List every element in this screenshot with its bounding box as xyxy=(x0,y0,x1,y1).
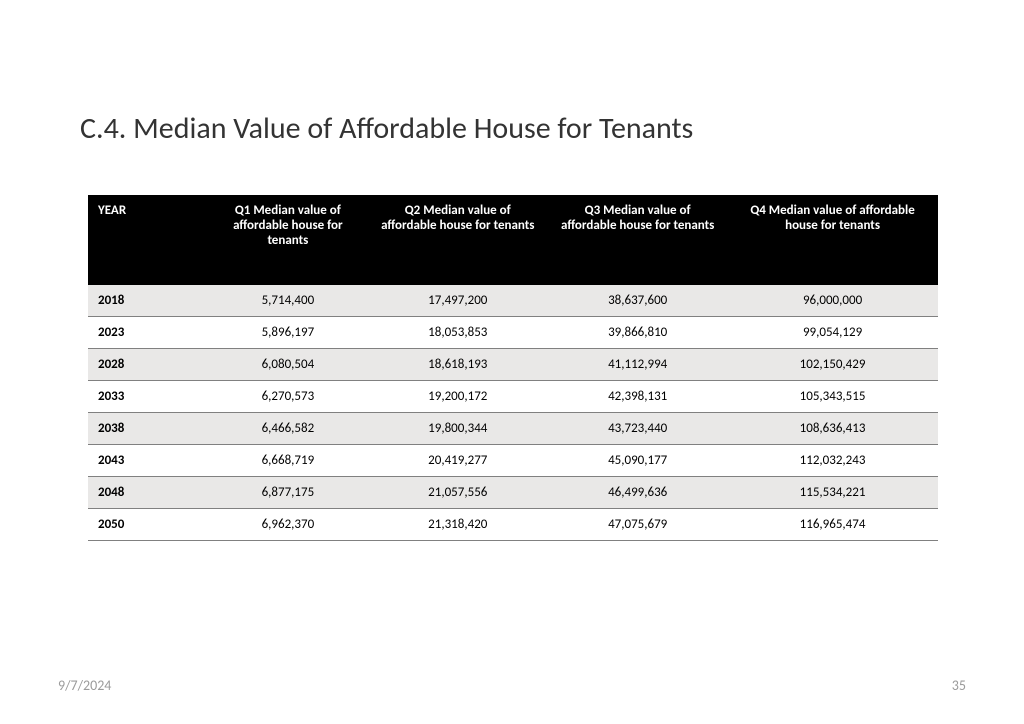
table-body: 2018 5,714,400 17,497,200 38,637,600 96,… xyxy=(88,285,938,541)
cell-q4: 99,054,129 xyxy=(728,317,938,349)
cell-q3: 43,723,440 xyxy=(548,413,728,445)
col-year: YEAR xyxy=(88,195,208,285)
table-row: 2050 6,962,370 21,318,420 47,075,679 116… xyxy=(88,509,938,541)
cell-year: 2038 xyxy=(88,413,208,445)
median-value-table: YEAR Q1 Median value of affordable house… xyxy=(88,195,938,541)
cell-q3: 46,499,636 xyxy=(548,477,728,509)
cell-q4: 96,000,000 xyxy=(728,285,938,317)
cell-q3: 41,112,994 xyxy=(548,349,728,381)
cell-q2: 18,618,193 xyxy=(368,349,548,381)
cell-q1: 5,896,197 xyxy=(208,317,368,349)
cell-q3: 47,075,679 xyxy=(548,509,728,541)
cell-q1: 6,668,719 xyxy=(208,445,368,477)
cell-q2: 18,053,853 xyxy=(368,317,548,349)
cell-q4: 102,150,429 xyxy=(728,349,938,381)
cell-q2: 21,057,556 xyxy=(368,477,548,509)
cell-q1: 6,466,582 xyxy=(208,413,368,445)
cell-q3: 45,090,177 xyxy=(548,445,728,477)
table-row: 2023 5,896,197 18,053,853 39,866,810 99,… xyxy=(88,317,938,349)
cell-q4: 105,343,515 xyxy=(728,381,938,413)
table-container: YEAR Q1 Median value of affordable house… xyxy=(88,195,938,541)
table-row: 2018 5,714,400 17,497,200 38,637,600 96,… xyxy=(88,285,938,317)
cell-q4: 116,965,474 xyxy=(728,509,938,541)
cell-q1: 6,877,175 xyxy=(208,477,368,509)
cell-year: 2033 xyxy=(88,381,208,413)
table-header-row: YEAR Q1 Median value of affordable house… xyxy=(88,195,938,285)
cell-q2: 17,497,200 xyxy=(368,285,548,317)
col-q3: Q3 Median value of affordable house for … xyxy=(548,195,728,285)
slide: C.4. Median Value of Affordable House fo… xyxy=(0,0,1024,724)
table-row: 2048 6,877,175 21,057,556 46,499,636 115… xyxy=(88,477,938,509)
cell-q2: 21,318,420 xyxy=(368,509,548,541)
cell-q1: 6,270,573 xyxy=(208,381,368,413)
cell-q1: 6,962,370 xyxy=(208,509,368,541)
table-row: 2028 6,080,504 18,618,193 41,112,994 102… xyxy=(88,349,938,381)
cell-q3: 38,637,600 xyxy=(548,285,728,317)
slide-title: C.4. Median Value of Affordable House fo… xyxy=(80,110,693,147)
col-q2: Q2 Median value of affordable house for … xyxy=(368,195,548,285)
cell-q4: 115,534,221 xyxy=(728,477,938,509)
footer-date: 9/7/2024 xyxy=(58,677,111,694)
cell-q1: 6,080,504 xyxy=(208,349,368,381)
col-q4: Q4 Median value of affordable house for … xyxy=(728,195,938,285)
table-row: 2043 6,668,719 20,419,277 45,090,177 112… xyxy=(88,445,938,477)
table-row: 2038 6,466,582 19,800,344 43,723,440 108… xyxy=(88,413,938,445)
footer-page-number: 35 xyxy=(952,677,966,694)
cell-q3: 42,398,131 xyxy=(548,381,728,413)
cell-year: 2048 xyxy=(88,477,208,509)
cell-year: 2028 xyxy=(88,349,208,381)
col-q1: Q1 Median value of affordable house for … xyxy=(208,195,368,285)
cell-q2: 19,800,344 xyxy=(368,413,548,445)
table-row: 2033 6,270,573 19,200,172 42,398,131 105… xyxy=(88,381,938,413)
cell-q3: 39,866,810 xyxy=(548,317,728,349)
cell-q2: 19,200,172 xyxy=(368,381,548,413)
cell-q2: 20,419,277 xyxy=(368,445,548,477)
cell-q4: 112,032,243 xyxy=(728,445,938,477)
cell-q1: 5,714,400 xyxy=(208,285,368,317)
cell-year: 2018 xyxy=(88,285,208,317)
cell-year: 2023 xyxy=(88,317,208,349)
cell-year: 2050 xyxy=(88,509,208,541)
cell-year: 2043 xyxy=(88,445,208,477)
cell-q4: 108,636,413 xyxy=(728,413,938,445)
